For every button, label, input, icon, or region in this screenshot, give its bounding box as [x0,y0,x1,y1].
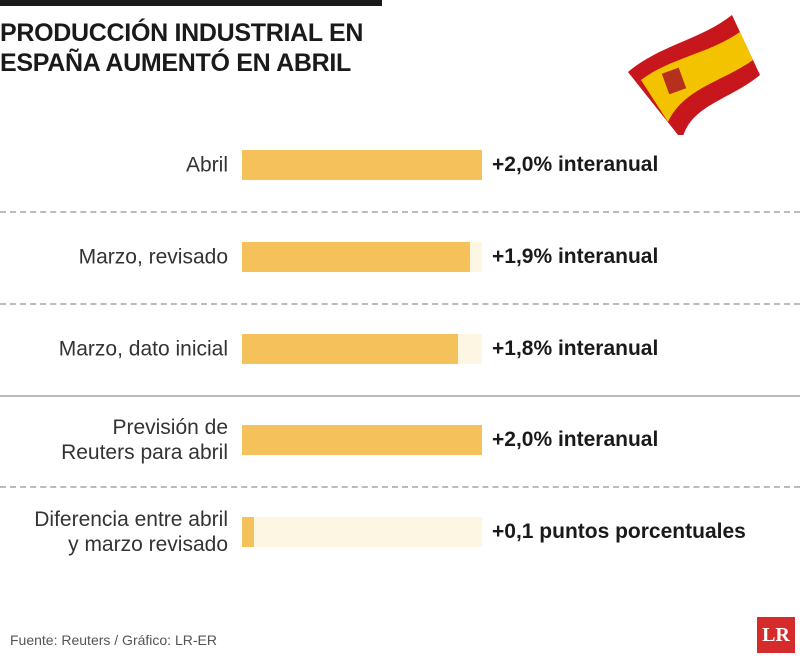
bar [242,517,254,548]
bar [242,150,482,180]
value-label: +2,0% interanual [492,428,659,452]
category-label: Abril [185,153,228,177]
category-label: Diferencia entre abril y marzo revisado [34,508,228,557]
bar-track [242,517,482,548]
bar [242,241,470,272]
source: Fuente: Reuters / Gráfico: LR-ER [10,632,217,648]
value-label: +2,0% interanual [492,153,659,176]
chart-title: PRODUCCIÓN INDUSTRIAL EN ESPAÑA AUMENTÓ … [0,19,364,77]
separator [0,486,800,489]
category-label: Marzo, dato inicial [58,337,228,361]
separator [0,302,800,305]
logo: LR [757,617,795,653]
category-label: Previsión de Reuters para abril [61,416,228,465]
flag [628,15,760,135]
bar [242,425,482,456]
top-rule [0,0,382,6]
value-label: +1,9% interanual [492,244,659,268]
category-label: Marzo, revisado [78,245,228,269]
separator [0,210,800,213]
value-label: +0,1 puntos porcentuales [492,520,746,544]
bar [242,333,458,364]
separator [0,394,800,397]
value-label: +1,8% interanual [492,336,659,360]
